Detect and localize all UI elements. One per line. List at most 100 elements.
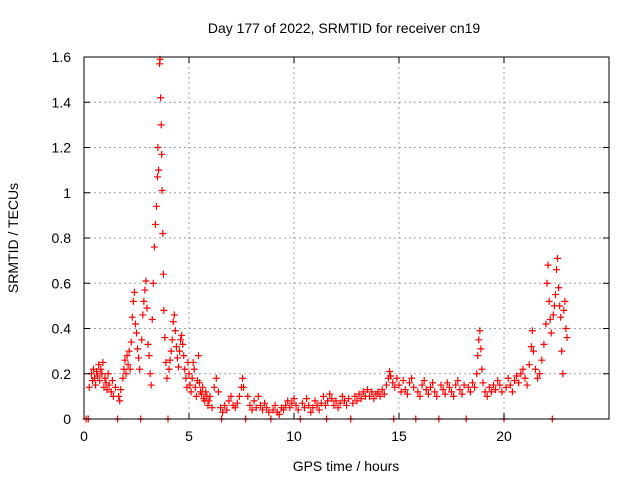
data-point — [479, 379, 487, 387]
data-point — [263, 404, 271, 412]
data-point — [155, 166, 163, 174]
data-point — [429, 379, 437, 387]
x-tick-label: 0 — [80, 428, 88, 444]
y-tick-label: 0 — [63, 411, 71, 427]
data-point — [546, 315, 554, 323]
data-point — [248, 406, 256, 414]
data-point — [322, 401, 329, 409]
data-point — [217, 404, 224, 412]
data-point — [141, 286, 149, 294]
data-point — [481, 388, 489, 396]
data-point — [292, 401, 300, 409]
data-point — [280, 406, 287, 414]
data-point — [202, 388, 210, 396]
ticks-layer: 0 0.2 0.4 0.6 0.8 1 1.2 1.4 1.6 0 5 10 15 20 — [52, 49, 609, 444]
data-point — [103, 386, 111, 394]
data-point — [95, 361, 103, 369]
data-point — [351, 392, 359, 400]
data-point — [151, 220, 159, 228]
data-point — [504, 374, 512, 382]
data-point — [246, 401, 254, 409]
data-point — [205, 397, 213, 405]
x-tick-label: 5 — [185, 428, 193, 444]
data-point — [149, 279, 157, 287]
data-point — [424, 390, 432, 398]
data-point — [389, 379, 397, 387]
data-point — [562, 325, 570, 332]
data-point — [185, 370, 193, 378]
data-point — [129, 297, 137, 305]
data-point — [254, 392, 262, 400]
data-point — [121, 356, 129, 364]
data-point — [355, 390, 363, 398]
data-point — [353, 397, 361, 405]
data-point — [387, 372, 395, 380]
data-point — [204, 401, 212, 409]
data-point — [483, 392, 491, 400]
data-point — [458, 390, 466, 398]
data-point — [166, 356, 174, 364]
data-points-layer — [82, 55, 571, 423]
data-point — [146, 370, 154, 378]
data-point — [221, 401, 229, 409]
data-point — [259, 406, 266, 414]
x-axis-label: GPS time / hours — [293, 458, 400, 474]
data-point — [271, 401, 279, 409]
data-point — [324, 397, 332, 405]
data-point — [525, 361, 533, 369]
data-point — [160, 306, 168, 314]
data-point — [269, 406, 277, 414]
data-point — [305, 401, 313, 409]
data-point — [198, 390, 206, 398]
data-point — [225, 397, 233, 405]
data-point — [513, 372, 521, 380]
data-point — [171, 327, 179, 335]
data-point — [370, 395, 378, 403]
data-point — [192, 392, 200, 400]
data-point — [374, 388, 382, 396]
y-tick-label: 0.8 — [52, 230, 72, 246]
data-point — [187, 388, 195, 396]
data-point — [119, 374, 127, 382]
data-point — [554, 254, 562, 262]
data-point — [208, 404, 216, 412]
data-point — [244, 392, 252, 400]
data-point — [313, 401, 321, 409]
data-point — [154, 144, 162, 151]
data-point — [142, 277, 150, 285]
data-point — [168, 336, 176, 344]
data-point — [131, 320, 139, 328]
data-point — [199, 383, 207, 391]
data-point — [485, 383, 493, 391]
data-point — [319, 392, 327, 400]
data-point — [163, 374, 171, 382]
data-point — [391, 383, 399, 391]
data-point — [378, 386, 386, 394]
data-point — [104, 370, 112, 378]
data-point — [487, 388, 495, 396]
data-point — [418, 381, 426, 389]
data-point — [476, 327, 484, 335]
data-point — [538, 356, 546, 364]
data-point — [159, 270, 167, 278]
x-tick-label: 10 — [286, 428, 302, 444]
data-point — [563, 334, 571, 342]
data-point — [542, 320, 550, 328]
data-point — [298, 399, 306, 407]
y-tick-label: 1 — [63, 185, 71, 201]
y-axis-label: SRMTID / TECUs — [5, 183, 21, 293]
data-point — [559, 370, 567, 378]
data-point — [414, 388, 422, 396]
data-point — [101, 374, 109, 382]
data-point — [134, 345, 142, 353]
data-point — [420, 377, 428, 385]
data-point — [170, 311, 178, 319]
data-point — [536, 370, 544, 378]
data-point — [186, 381, 194, 389]
data-point — [157, 94, 165, 102]
data-point — [115, 392, 123, 400]
data-point — [233, 399, 241, 407]
data-point — [558, 347, 566, 355]
data-point — [288, 399, 296, 407]
